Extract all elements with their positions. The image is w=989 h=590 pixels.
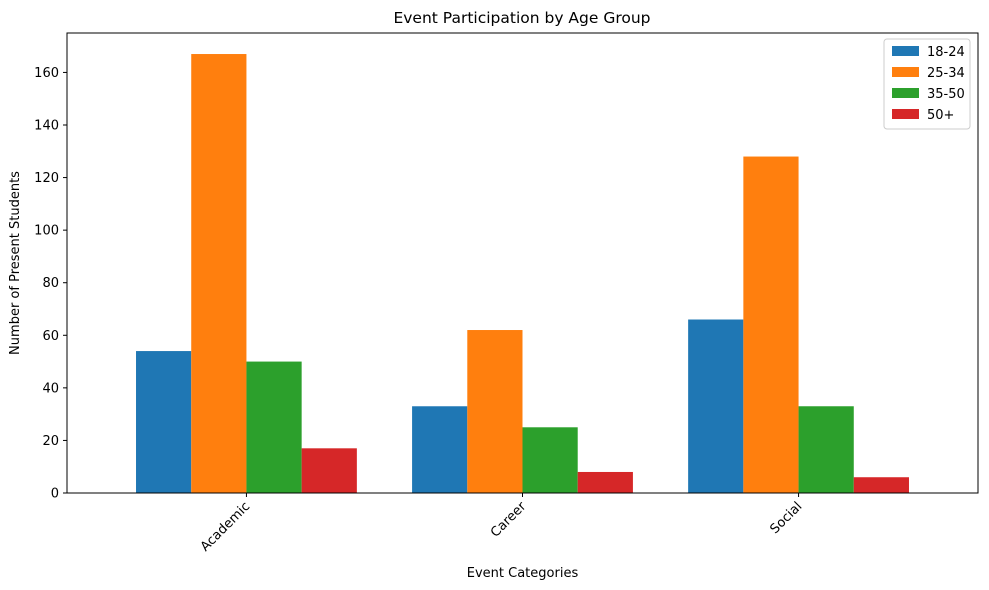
bar-50+-Academic — [301, 448, 357, 493]
chart-title: Event Participation by Age Group — [393, 9, 650, 27]
y-axis: 0 20 40 60 80 100 120 140 160 — [34, 66, 67, 502]
y-tick-label: 60 — [42, 329, 59, 344]
y-tick-label: 140 — [34, 119, 59, 134]
legend-swatch-35-50 — [892, 88, 919, 98]
y-axis-title: Number of Present Students — [8, 171, 23, 355]
x-axis: Academic Career Social — [198, 493, 806, 555]
legend-swatch-50+ — [892, 109, 919, 119]
bars-layer — [136, 54, 909, 494]
y-tick-label: 20 — [42, 434, 59, 449]
x-axis-title: Event Categories — [467, 566, 579, 581]
bar-25-34-Career — [467, 330, 523, 493]
legend-label-35-50: 35-50 — [927, 87, 965, 102]
bar-50+-Career — [577, 471, 633, 493]
legend-label-18-24: 18-24 — [927, 45, 965, 60]
legend-box — [883, 38, 971, 130]
bar-25-34-Social — [743, 156, 799, 494]
bar-35-50-Social — [798, 406, 854, 493]
bar-18-24-Career — [412, 406, 468, 493]
y-tick-label: 100 — [34, 224, 59, 239]
x-tick-label: Academic — [198, 499, 253, 554]
y-tick-label: 0 — [51, 487, 59, 502]
y-tick-label: 80 — [42, 276, 59, 291]
bar-35-50-Academic — [246, 361, 302, 493]
bar-50+-Social — [853, 477, 909, 493]
y-tick-label: 40 — [42, 381, 59, 396]
plot-frame — [66, 32, 979, 494]
legend-label-25-34: 25-34 — [927, 66, 965, 81]
y-tick-label: 120 — [34, 171, 59, 186]
x-tick-label: Social — [768, 499, 806, 537]
legend: 18-24 25-34 35-50 50+ — [883, 38, 971, 130]
legend-label-50+: 50+ — [927, 108, 954, 123]
y-tick-label: 160 — [34, 66, 59, 81]
legend-swatch-18-24 — [892, 46, 919, 56]
bar-25-34-Academic — [191, 54, 247, 493]
x-tick-label: Career — [488, 499, 530, 541]
legend-swatch-25-34 — [892, 67, 919, 77]
bar-18-24-Academic — [136, 351, 192, 493]
bar-18-24-Social — [688, 319, 744, 493]
bar-35-50-Career — [522, 427, 578, 493]
